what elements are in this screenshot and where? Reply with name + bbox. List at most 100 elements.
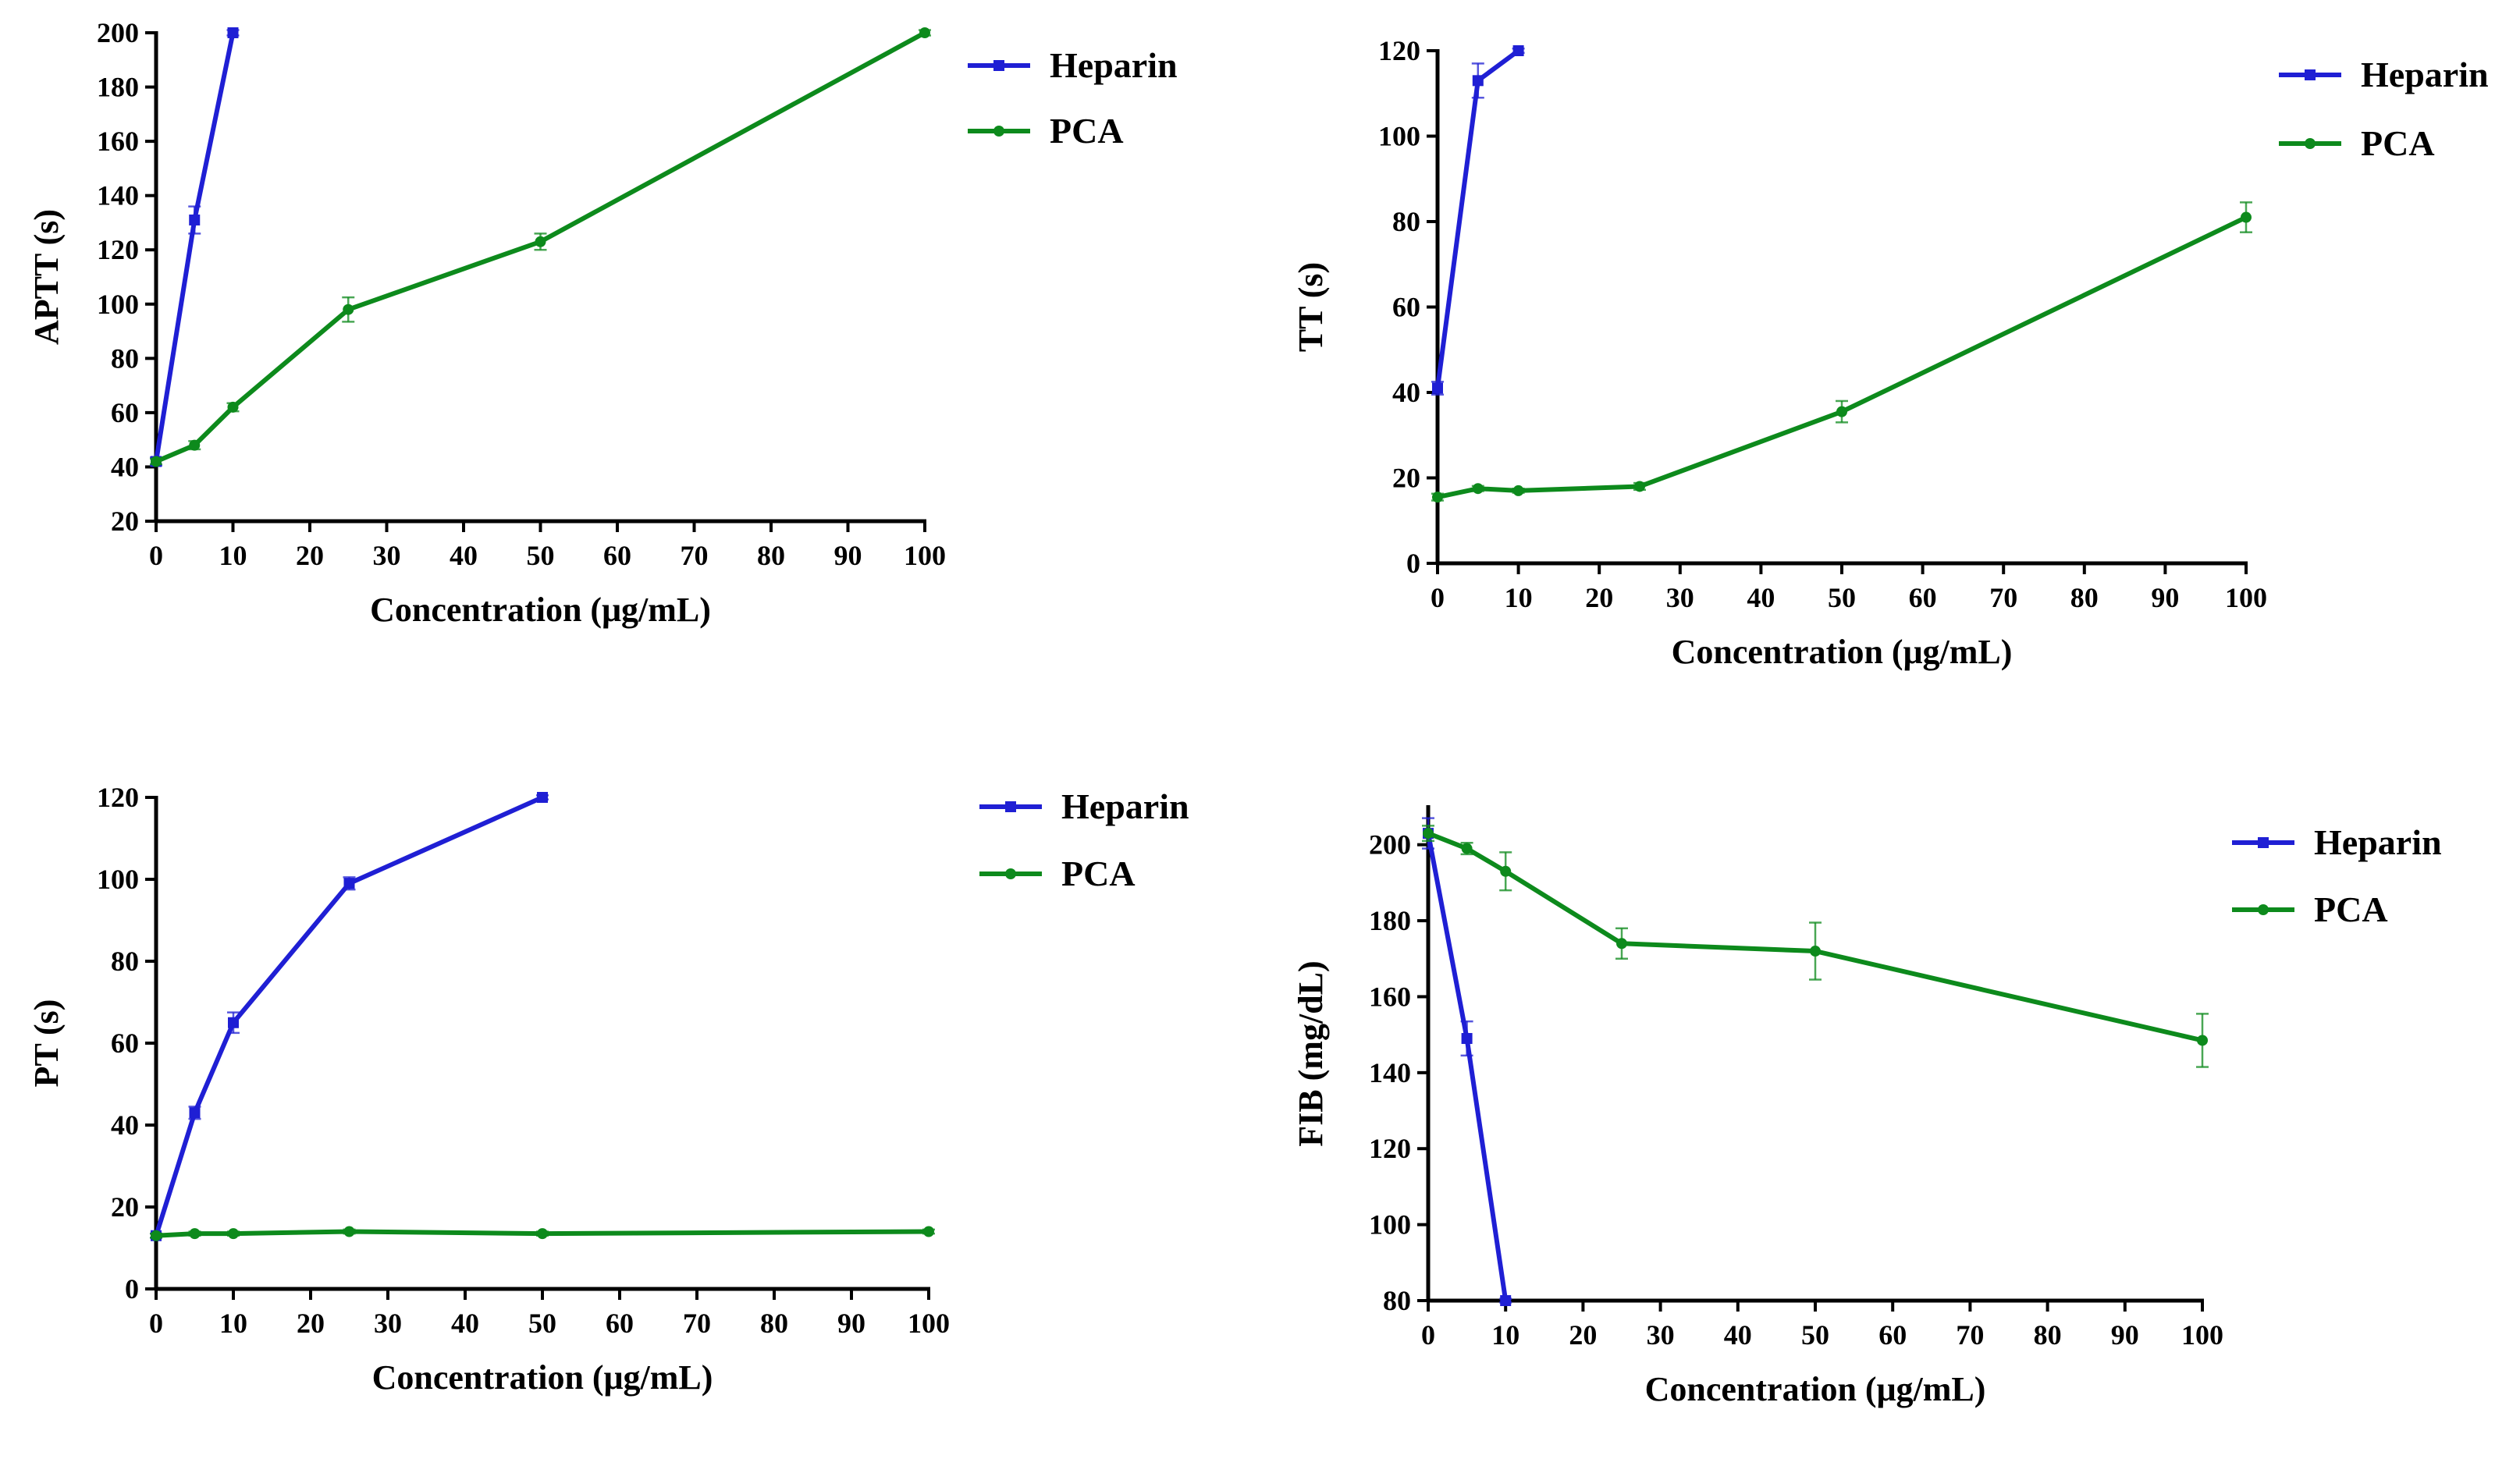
- y-tick-label: 100: [97, 864, 139, 895]
- data-point: [1423, 828, 1434, 840]
- y-tick-label: 100: [1378, 121, 1420, 152]
- legend-swatch-marker: [1005, 801, 1016, 812]
- panel-pt-chart: 0 20 40 60 80 100 120 0 10 20 30 40 50 60 70 80 90 100 Con…: [27, 782, 1189, 1397]
- x-tick-label: 100: [2181, 1319, 2223, 1351]
- data-point: [1512, 45, 1524, 56]
- data-point: [537, 792, 548, 803]
- x-tick-label: 80: [760, 1308, 788, 1339]
- x-tick-label: 0: [1431, 582, 1445, 613]
- legend-item-heparin: Heparin: [979, 786, 1189, 826]
- y-tick-label: 100: [97, 289, 139, 320]
- y-axis-label: PT (s): [27, 999, 66, 1088]
- legend-label: Heparin: [2361, 55, 2489, 94]
- data-point: [189, 214, 201, 225]
- x-axis-label: Concentration (μg/mL): [372, 1358, 713, 1397]
- y-tick-label: 140: [1369, 1057, 1411, 1088]
- y-tick-label: 20: [1392, 463, 1420, 494]
- series-line: [154, 32, 236, 462]
- y-axis-label: APTT (s): [27, 209, 66, 345]
- x-tick-label: 70: [1956, 1319, 1984, 1351]
- y-tick-label: 0: [125, 1273, 139, 1305]
- y-tick-label: 160: [1369, 981, 1411, 1012]
- x-tick-label: 90: [837, 1308, 865, 1339]
- y-tick-label: 200: [97, 17, 139, 48]
- y-tick-label: 100: [1369, 1209, 1411, 1241]
- y-tick-label: 40: [111, 451, 139, 482]
- x-tick-label: 20: [297, 1308, 325, 1339]
- x-tick-label: 40: [450, 540, 478, 571]
- data-point: [1432, 382, 1443, 394]
- legend-item-heparin: Heparin: [968, 45, 1178, 85]
- x-tick-label: 40: [451, 1308, 479, 1339]
- x-tick-label: 60: [1909, 582, 1937, 613]
- series-line: [1426, 832, 1509, 1301]
- y-tick-label: 80: [1392, 206, 1420, 237]
- series-heparin: [150, 27, 240, 467]
- data-point: [2197, 1035, 2208, 1046]
- data-point: [1500, 1295, 1512, 1306]
- data-point: [227, 401, 239, 413]
- series-heparin: [150, 792, 549, 1241]
- data-point: [151, 1230, 162, 1241]
- x-tick-label: 60: [606, 1308, 634, 1339]
- x-tick-label: 30: [1666, 582, 1694, 613]
- y-tick-label: 80: [111, 343, 139, 374]
- data-point: [189, 1107, 201, 1119]
- x-tick-label: 10: [1491, 1319, 1519, 1351]
- data-point: [343, 1226, 355, 1237]
- legend-swatch-marker: [2305, 138, 2316, 149]
- legend-swatch-marker: [993, 60, 1004, 71]
- series-line: [155, 1229, 929, 1238]
- panel-tt-chart: 0 20 40 60 80 100 120 0 10 20 30 40 50 60 70 80 90 100 Con…: [1292, 35, 2489, 671]
- x-tick-label: 60: [603, 540, 631, 571]
- x-tick-label: 50: [1828, 582, 1856, 613]
- x-tick-label: 0: [149, 1308, 163, 1339]
- legend-item-pca: PCA: [2279, 123, 2435, 163]
- series-line: [155, 30, 926, 464]
- y-tick-label: 180: [1369, 905, 1411, 936]
- data-point: [1461, 1033, 1473, 1045]
- x-tick-label: 10: [219, 1308, 247, 1339]
- series-line: [1437, 215, 2248, 500]
- data-point: [1512, 485, 1524, 496]
- y-tick-label: 180: [97, 72, 139, 103]
- x-tick-label: 10: [219, 540, 247, 571]
- x-tick-label: 90: [2111, 1319, 2139, 1351]
- x-axis-label: Concentration (μg/mL): [1645, 1370, 1986, 1408]
- x-tick-label: 0: [149, 540, 163, 571]
- legend-label: PCA: [1050, 111, 1124, 151]
- y-tick-label: 20: [111, 1191, 139, 1223]
- x-tick-label: 70: [683, 1308, 711, 1339]
- data-point: [1472, 483, 1484, 495]
- data-point: [923, 1226, 934, 1237]
- x-tick-label: 50: [527, 540, 555, 571]
- y-tick-label: 40: [1392, 377, 1420, 408]
- legend-label: PCA: [2361, 123, 2435, 163]
- x-tick-label: 90: [834, 540, 862, 571]
- data-point: [1634, 481, 1645, 492]
- legend-item-heparin: Heparin: [2232, 822, 2442, 862]
- data-point: [1810, 946, 1821, 957]
- y-tick-label: 120: [1378, 35, 1420, 66]
- series-line: [154, 795, 544, 1237]
- y-tick-label: 120: [97, 782, 139, 813]
- legend-label: PCA: [2314, 889, 2388, 929]
- x-axis-label: Concentration (μg/mL): [1672, 633, 2013, 671]
- series-pca: [150, 27, 931, 467]
- x-tick-label: 30: [374, 1308, 402, 1339]
- y-tick-label: 120: [97, 234, 139, 265]
- data-point: [1461, 843, 1473, 854]
- x-tick-label: 80: [2070, 582, 2099, 613]
- x-tick-label: 100: [2225, 582, 2267, 613]
- y-tick-label: 160: [97, 126, 139, 157]
- legend-label: PCA: [1061, 854, 1136, 893]
- series-pca: [150, 1226, 935, 1241]
- x-tick-label: 0: [1421, 1319, 1435, 1351]
- legend-item-pca: PCA: [979, 854, 1136, 893]
- data-point: [919, 27, 930, 38]
- data-point: [1616, 938, 1627, 950]
- x-tick-label: 40: [1747, 582, 1775, 613]
- data-point: [343, 304, 354, 315]
- x-tick-label: 80: [757, 540, 785, 571]
